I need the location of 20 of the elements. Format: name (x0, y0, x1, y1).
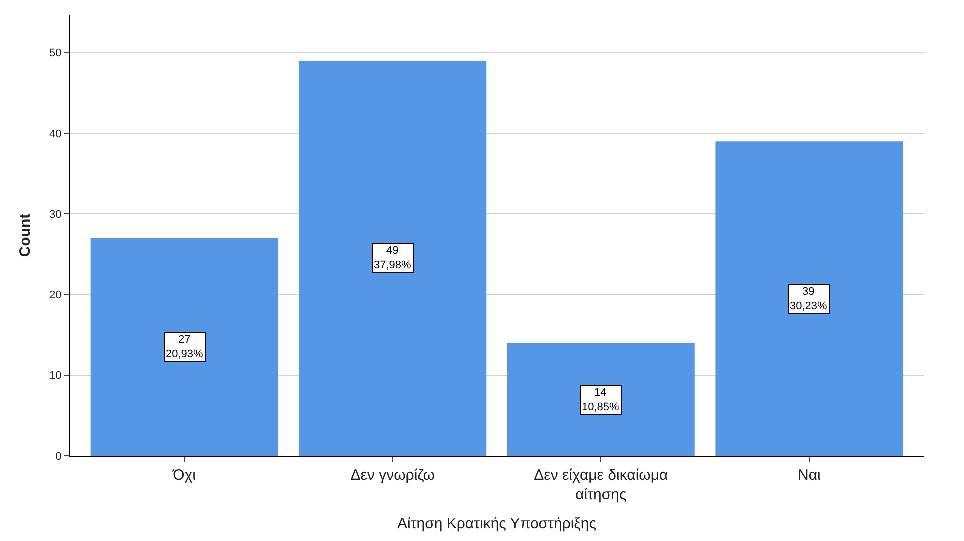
y-tick-label: 10 (50, 370, 62, 382)
x-tick-label: Δεν είχαμε δικαίωμα αίτησης (534, 467, 669, 504)
x-tick-label: Ναι (798, 467, 821, 484)
x-tick-label: Όχι (172, 467, 196, 484)
bar (507, 343, 695, 456)
y-axis-title: Count (16, 214, 34, 258)
x-axis-title: Αίτηση Κρατικής Υποστήριξης (398, 516, 596, 532)
y-tick-label: 40 (50, 128, 62, 140)
data-label: 14 10,85% (582, 387, 620, 414)
y-tick-label: 0 (56, 450, 62, 463)
y-tick-label: 30 (50, 208, 62, 221)
bar (716, 142, 904, 456)
x-tick-label: Δεν γνωρίζω (350, 467, 436, 484)
data-label: 49 37,98% (374, 245, 412, 272)
bar (299, 60, 487, 456)
data-label: 39 30,23% (790, 286, 828, 312)
data-label: 27 20,93% (166, 334, 204, 360)
y-tick-label: 50 (50, 48, 62, 60)
y-tick-label: 20 (50, 290, 62, 302)
bar (90, 238, 278, 456)
